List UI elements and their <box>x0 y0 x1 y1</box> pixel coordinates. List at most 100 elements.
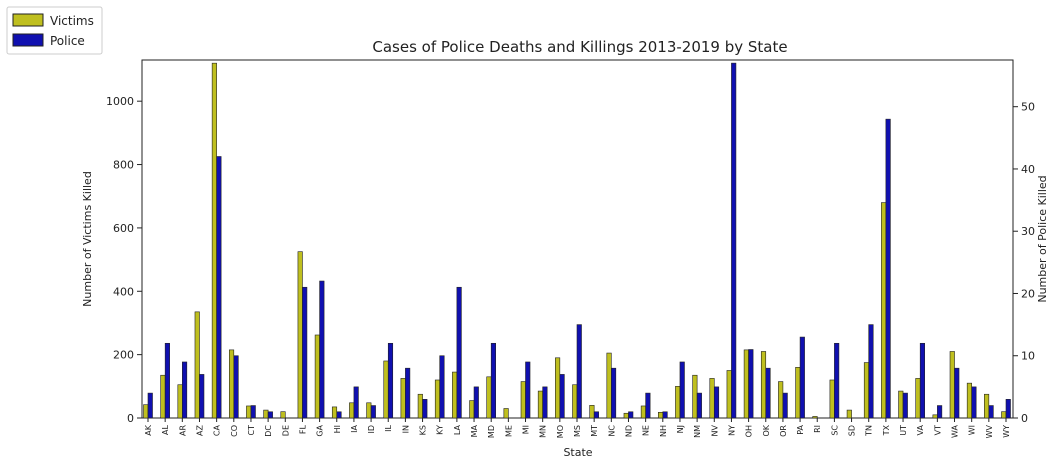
bar-victims-nv <box>709 378 715 419</box>
x-tick-label-ma: MA <box>470 424 479 437</box>
x-tick-label-sc: SC <box>830 425 839 436</box>
bars <box>143 62 1011 419</box>
bar-victims-nc <box>606 352 612 419</box>
bar-victims-sc <box>829 379 835 419</box>
legend-swatch-police <box>12 33 44 47</box>
bar-police-ct <box>250 405 256 419</box>
bar-victims-ut <box>898 390 904 419</box>
bar-victims-ks <box>417 393 423 419</box>
bar-victims-nj <box>675 386 681 419</box>
x-tick-label-id: ID <box>367 425 376 434</box>
bar-police-tn <box>868 324 874 419</box>
bar-police-ia <box>353 386 359 419</box>
right-tick-label: 10 <box>1021 350 1035 363</box>
bar-victims-or <box>778 381 784 419</box>
bar-victims-al <box>160 374 166 419</box>
bar-victims-tx <box>881 202 887 419</box>
bar-victims-me <box>503 408 509 419</box>
bar-victims-nm <box>692 374 698 419</box>
x-tick-label-ia: IA <box>350 424 359 432</box>
x-tick-label-ar: AR <box>178 425 187 436</box>
x-tick-label-ut: UT <box>899 425 908 436</box>
x-tick-label-ak: AK <box>144 424 153 435</box>
x-tick-label-nh: NH <box>659 425 668 437</box>
x-tick-label-ny: NY <box>727 425 736 436</box>
x-tick-label-tn: TN <box>865 425 874 437</box>
legend: Victims Police <box>6 6 103 55</box>
x-tick-label-la: LA <box>453 424 462 435</box>
bar-police-mi <box>525 361 531 419</box>
bar-victims-oh <box>743 349 749 419</box>
left-tick-label: 400 <box>113 285 134 298</box>
bar-police-ca <box>216 156 222 419</box>
x-tick-label-nj: NJ <box>676 425 685 433</box>
x-tick-label-nm: NM <box>693 425 702 438</box>
bar-police-wi <box>971 386 977 419</box>
left-tick-label: 1000 <box>106 95 134 108</box>
bar-victims-wa <box>949 351 955 419</box>
left-tick-label: 800 <box>113 159 134 172</box>
x-tick-label-nc: NC <box>607 425 616 437</box>
x-tick-label-il: IL <box>384 424 393 431</box>
bar-victims-wy <box>1001 411 1007 419</box>
bar-victims-ar <box>177 384 183 419</box>
right-tick-label: 50 <box>1021 101 1035 114</box>
bar-police-ak <box>147 392 153 419</box>
left-axis-ticks: 0 200 400 600 800 1000 <box>106 95 142 425</box>
bar-police-in <box>405 367 411 419</box>
bar-police-nj <box>679 361 685 419</box>
bar-police-nc <box>611 367 617 419</box>
bar-police-la <box>456 286 462 419</box>
bar-victims-ca <box>211 62 217 419</box>
x-tick-label-fl: FL <box>298 424 307 434</box>
left-tick-label: 600 <box>113 222 134 235</box>
x-tick-label-ca: CA <box>213 424 222 436</box>
bar-police-ky <box>439 355 445 419</box>
bar-police-wv <box>988 405 994 419</box>
bar-police-hi <box>336 411 342 419</box>
bar-victims-mi <box>520 381 526 419</box>
x-tick-label-mn: MN <box>539 425 548 438</box>
bar-police-mt <box>593 411 599 419</box>
bar-victims-dc <box>263 409 269 419</box>
x-tick-label-ok: OK <box>762 424 771 436</box>
bar-victims-ak <box>143 404 149 419</box>
bar-police-dc <box>267 411 273 419</box>
bar-victims-mo <box>555 357 561 419</box>
left-tick-label: 200 <box>113 349 134 362</box>
bar-victims-az <box>194 311 200 419</box>
bar-police-tx <box>885 118 891 419</box>
x-tick-label-vt: VT <box>933 425 942 435</box>
x-tick-label-ks: KS <box>419 425 428 435</box>
x-tick-label-de: DE <box>281 425 290 436</box>
bar-victims-wi <box>966 382 972 419</box>
bar-victims-ne <box>640 405 646 419</box>
bar-police-ma <box>473 386 479 419</box>
bar-victims-ia <box>349 402 355 419</box>
x-tick-label-ri: RI <box>813 425 822 433</box>
bar-victims-tn <box>863 362 870 419</box>
bar-police-ok <box>765 367 771 419</box>
bar-police-vt <box>937 405 943 419</box>
x-tick-label-md: MD <box>487 425 496 438</box>
bar-victims-ky <box>434 379 441 419</box>
x-tick-label-wa: WA <box>951 424 960 437</box>
right-axis-ticks: 0 10 20 30 40 50 <box>1013 101 1035 425</box>
bar-victims-id <box>366 402 372 419</box>
bar-victims-nh <box>657 411 664 419</box>
bar-victims-ga <box>314 334 320 419</box>
bar-police-al <box>164 342 170 419</box>
bar-police-ny <box>731 62 737 419</box>
x-tick-label-al: AL <box>161 424 170 434</box>
bar-police-nd <box>628 411 634 419</box>
bar-police-id <box>370 405 376 419</box>
x-tick-label-mo: MO <box>556 425 565 438</box>
bar-victims-ct <box>246 405 252 419</box>
bar-police-il <box>387 342 394 419</box>
x-tick-label-wi: WI <box>968 425 977 435</box>
bar-police-fl <box>302 286 308 419</box>
bar-victims-mt <box>589 405 595 419</box>
x-tick-label-mi: MI <box>522 425 531 434</box>
bar-police-az <box>199 374 205 419</box>
